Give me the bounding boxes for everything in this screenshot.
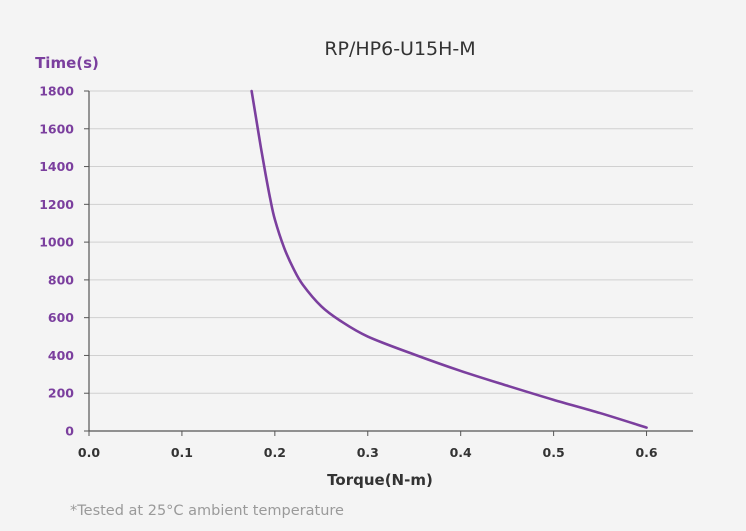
y-tick-label: 1200: [39, 197, 74, 212]
chart-title: RP/HP6-U15H-M: [324, 38, 475, 60]
y-tick-label: 800: [48, 272, 74, 287]
footnote: *Tested at 25°C ambient temperature: [70, 503, 344, 519]
x-tick-label: 0.5: [543, 445, 565, 460]
y-tick-label: 1400: [39, 159, 74, 174]
x-tick-label: 0.6: [635, 445, 657, 460]
x-tick-label: 0.0: [78, 445, 100, 460]
y-tick-label: 600: [48, 310, 74, 325]
series-line-0: [250, 89, 648, 429]
x-tick-label: 0.3: [357, 445, 379, 460]
y-tick-label: 200: [48, 386, 74, 401]
y-tick-label: 400: [48, 348, 74, 363]
y-tick-label: 1800: [39, 84, 74, 99]
x-tick-label: 0.4: [450, 445, 472, 460]
y-tick-label: 1600: [39, 121, 74, 136]
y-tick-label: 1000: [39, 235, 74, 250]
x-tick-label: 0.1: [171, 445, 193, 460]
y-tick-label: 0: [65, 424, 74, 439]
y-axis-label: Time(s): [35, 54, 99, 72]
x-tick-label: 0.2: [264, 445, 286, 460]
x-axis-label: Torque(N-m): [327, 471, 433, 489]
